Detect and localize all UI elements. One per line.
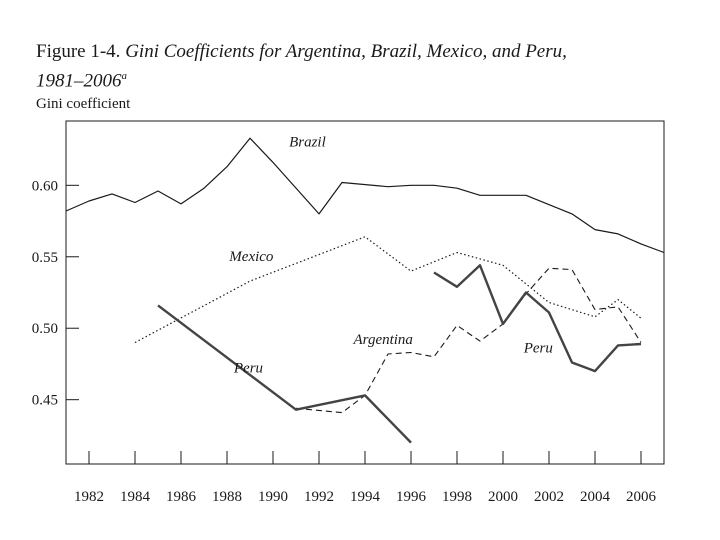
series-line-brazil bbox=[65, 137, 665, 254]
x-tick-label: 1988 bbox=[212, 489, 242, 505]
x-tick-label: 1986 bbox=[166, 489, 197, 505]
x-tick-label: 1990 bbox=[258, 489, 288, 505]
figure-years: 1981–2006 bbox=[36, 70, 122, 92]
series-label-mexico: Mexico bbox=[228, 249, 274, 265]
y-tick-label: 0.55 bbox=[32, 250, 58, 266]
x-tick-label: 2006 bbox=[626, 489, 657, 505]
x-tick-label: 2000 bbox=[488, 489, 518, 505]
series-label-brazil: Brazil bbox=[289, 135, 326, 151]
series-line-mexico bbox=[134, 236, 642, 344]
series-label-argentina: Argentina bbox=[353, 332, 413, 348]
x-tick-label: 1994 bbox=[350, 489, 381, 505]
series-line-peru bbox=[433, 264, 642, 373]
y-tick-label: 0.60 bbox=[32, 178, 58, 194]
figure-title: Figure 1-4. Gini Coefficients for Argent… bbox=[36, 40, 696, 93]
x-tick-label: 2004 bbox=[580, 489, 611, 505]
x-tick-label: 1996 bbox=[396, 489, 427, 505]
x-tick-label: 1998 bbox=[442, 489, 472, 505]
series-line-argentina bbox=[295, 267, 642, 414]
x-tick-label: 1984 bbox=[120, 489, 151, 505]
figure-title-text: Gini Coefficients for Argentina, Brazil,… bbox=[125, 41, 567, 62]
figure-label: Figure 1-4. bbox=[36, 41, 121, 62]
plot-frame bbox=[65, 120, 665, 465]
x-tick-label: 2002 bbox=[534, 489, 564, 505]
y-axis-label: Gini coefficient bbox=[36, 96, 131, 112]
y-tick-label: 0.50 bbox=[32, 321, 58, 337]
figure-footnote-mark: a bbox=[121, 70, 128, 82]
x-tick-label: 1982 bbox=[74, 489, 104, 505]
x-tick-label: 1992 bbox=[304, 489, 334, 505]
y-tick-label: 0.45 bbox=[32, 393, 58, 409]
series-label-peru: Peru bbox=[233, 361, 263, 377]
series-label-peru-2: Peru bbox=[523, 341, 553, 357]
series-line-peru bbox=[157, 304, 412, 444]
